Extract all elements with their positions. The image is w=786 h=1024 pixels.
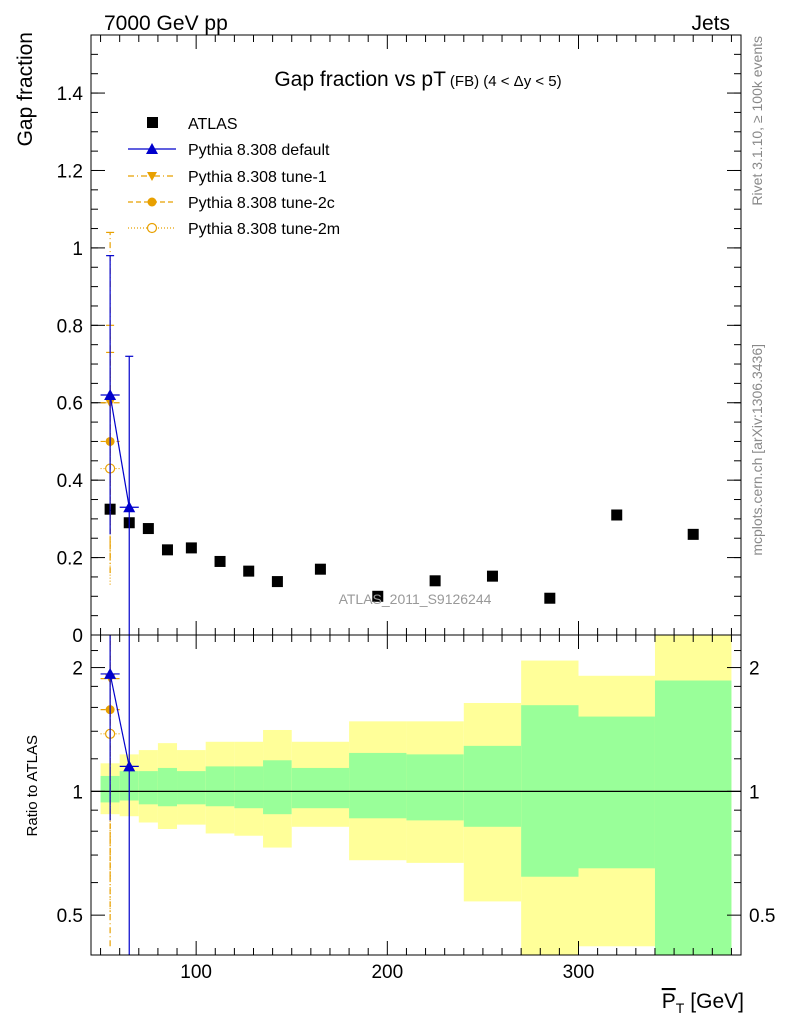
ratio-y-axis-label: Ratio to ATLAS	[24, 735, 41, 836]
legend-marker-default	[146, 143, 158, 154]
atlas-data-point	[544, 592, 556, 604]
main-axis-ticks: 0 0.2 0.4 0.6 0.8 1 1.2 1.4	[57, 34, 741, 647]
header-process: Jets	[691, 12, 730, 35]
atlas-data-point	[314, 563, 326, 575]
legend-entry-tune2c: Pythia 8.308 tune-2c	[128, 195, 335, 212]
legend-marker-atlas	[147, 117, 158, 128]
ratio-y-tick-label-left: 0.5	[57, 906, 83, 927]
main-y-tick-label: 0	[72, 626, 83, 647]
ratio-band-inner	[157, 767, 178, 807]
atlas-data-point	[243, 565, 255, 577]
x-axis-label-sub: T	[676, 1000, 685, 1016]
analysis-watermark: ATLAS_2011_S9126244	[339, 591, 492, 607]
ratio-y-tick-label-left: 2	[72, 659, 83, 680]
atlas-data-point	[185, 542, 197, 554]
ratio-uncertainty-bands	[91, 635, 741, 955]
ratio-band-inner	[205, 766, 235, 807]
legend-marker-tune2c	[147, 197, 157, 207]
ratio-plot-frame	[90, 634, 742, 956]
x-tick-label: 200	[371, 962, 403, 983]
rivet-label: Rivet 3.1.10, ≥ 100k events	[749, 36, 765, 206]
atlas-data-point	[687, 528, 699, 540]
legend-marker-tune2m	[146, 222, 158, 234]
atlas-data-point	[611, 509, 623, 521]
ratio-band-inner	[234, 766, 264, 809]
legend-label-tune2c: Pythia 8.308 tune-2c	[188, 195, 335, 212]
ratio-band-inner	[654, 680, 732, 955]
ratio-series-line	[109, 673, 130, 767]
atlas-data-point	[142, 523, 154, 535]
mcplots-label: mcplots.cern.ch [arXiv:1306.3436]	[749, 344, 765, 556]
main-y-axis-label: Gap fraction	[14, 32, 37, 146]
legend-label-tune2m: Pythia 8.308 tune-2m	[188, 221, 340, 238]
main-y-tick-label: 1	[72, 239, 83, 260]
mc-data-point	[104, 389, 117, 400]
x-axis-label: PT [GeV]	[662, 990, 744, 1016]
legend-entry-tune1: Pythia 8.308 tune-1	[128, 169, 327, 186]
ratio-axis-ticks: 0.5 0.5 1 1 2 2 100 200 300	[57, 635, 775, 983]
ratio-band-inner	[463, 745, 522, 827]
ratio-band-inner	[138, 771, 158, 805]
ratio-y-tick-label-left: 1	[72, 782, 83, 803]
legend-label-tune1: Pythia 8.308 tune-1	[188, 169, 327, 186]
main-y-tick-label: 1.2	[57, 161, 83, 182]
legend-entry-default: Pythia 8.308 default	[128, 142, 330, 159]
ratio-band-inner	[177, 771, 206, 805]
main-y-tick-label: 1.4	[57, 84, 84, 105]
mc-series-line	[109, 394, 130, 508]
ratio-band-inner	[406, 754, 464, 821]
ratio-y-tick-label-right: 0.5	[749, 906, 775, 927]
plot-title-sub: (FB) (4 < Δy < 5)	[450, 73, 562, 90]
main-y-tick-label: 0.4	[57, 471, 84, 492]
legend-entry-atlas: ATLAS	[147, 116, 238, 133]
ratio-data-point	[123, 760, 136, 772]
main-y-tick-label: 0.2	[57, 549, 83, 570]
main-data-points	[100, 231, 699, 635]
ratio-data-points	[100, 635, 139, 955]
plot-title: Gap fraction vs pT (FB) (4 < Δy < 5)	[274, 68, 561, 91]
main-y-tick-label: 0.8	[57, 316, 83, 337]
header-beam: 7000 GeV pp	[104, 12, 228, 35]
legend-label-atlas: ATLAS	[188, 116, 238, 133]
ratio-band-inner	[349, 752, 407, 819]
x-axis-label-main: P	[662, 990, 676, 1013]
ratio-band-inner	[263, 760, 292, 815]
atlas-data-point	[161, 544, 173, 556]
ratio-y-tick-label-right: 2	[749, 659, 760, 680]
main-y-tick-label: 0.6	[57, 394, 83, 415]
atlas-data-point	[214, 555, 226, 567]
ratio-band-inner	[578, 716, 655, 869]
atlas-data-point	[486, 570, 498, 582]
ratio-y-tick-label-right: 1	[749, 782, 760, 803]
atlas-data-point	[429, 575, 441, 587]
ratio-band-inner	[291, 767, 350, 809]
ratio-data-point	[104, 667, 117, 679]
x-tick-label: 300	[563, 962, 595, 983]
legend-marker-tune1	[147, 172, 157, 181]
atlas-data-point	[372, 590, 384, 602]
x-axis-label-unit: [GeV]	[690, 990, 744, 1013]
atlas-data-point	[271, 576, 283, 588]
legend: ATLAS Pythia 8.308 default Pythia 8.308 …	[128, 116, 340, 238]
legend-label-default: Pythia 8.308 default	[188, 142, 330, 159]
legend-entry-tune2m: Pythia 8.308 tune-2m	[128, 221, 340, 238]
mc-data-point	[123, 501, 136, 513]
plot-title-main: Gap fraction vs pT	[274, 68, 446, 91]
x-tick-label: 100	[180, 962, 212, 983]
